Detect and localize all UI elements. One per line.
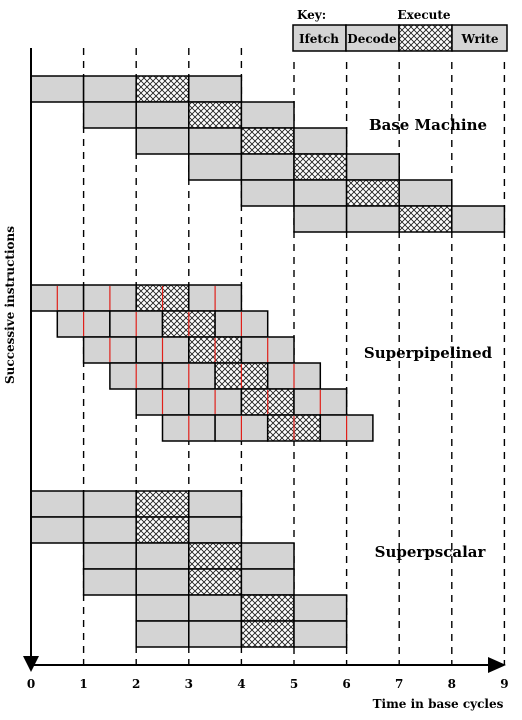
x-tick-label-6: 6 <box>342 677 350 691</box>
stage-execute-s2-i5 <box>240 620 295 648</box>
stage-decode-s2-i0 <box>82 490 137 518</box>
x-axis-arrowhead <box>488 657 506 673</box>
legend-ifetch-label: Ifetch <box>299 32 339 46</box>
section-title-superpipelined: Superpipelined <box>364 344 493 362</box>
stage-ifetch-s2-i5 <box>135 620 190 648</box>
stage-execute-s2-i4 <box>240 594 295 622</box>
stage-execute-s0-i2 <box>240 127 295 155</box>
stage-write-s0-i4 <box>398 179 453 207</box>
x-tick-label-8: 8 <box>448 677 456 691</box>
axes: Successive instructions Time in base cyc… <box>3 48 506 711</box>
stage-write-s2-i5 <box>293 620 348 648</box>
stage-decode-s0-i2 <box>188 127 243 155</box>
stage-execute-s0-i4 <box>345 179 400 207</box>
y-axis-title: Successive instructions <box>3 226 17 384</box>
legend-write-label: Write <box>461 32 499 46</box>
section-title-base-machine: Base Machine <box>369 116 487 134</box>
stage-execute-s0-i0 <box>135 75 190 103</box>
stage-execute-s2-i1 <box>135 516 190 544</box>
x-tick-label-5: 5 <box>290 677 298 691</box>
x-axis-ticks: 0 1 2 3 4 5 6 7 8 9 <box>27 677 509 691</box>
stage-write-s2-i1 <box>188 516 243 544</box>
legend-title: Key: <box>297 8 326 22</box>
stage-write-s2-i2 <box>240 542 295 570</box>
x-tick-label-2: 2 <box>132 677 140 691</box>
x-tick-label-3: 3 <box>185 677 193 691</box>
stage-ifetch-s2-i1 <box>30 516 85 544</box>
legend-execute-swatch <box>398 24 453 52</box>
stage-ifetch-s2-i4 <box>135 594 190 622</box>
legend-decode-label: Decode <box>347 32 397 46</box>
stage-decode-s2-i5 <box>188 620 243 648</box>
stage-ifetch-s0-i5 <box>293 205 348 233</box>
stage-ifetch-s0-i3 <box>188 153 243 181</box>
x-tick-label-0: 0 <box>27 677 35 691</box>
stage-execute-s2-i2 <box>188 542 243 570</box>
stage-decode-s2-i4 <box>188 594 243 622</box>
stage-write-s0-i1 <box>240 101 295 129</box>
stage-write-s0-i0 <box>188 75 243 103</box>
section-title-superscalar: Superpscalar <box>375 543 487 561</box>
stage-decode-s0-i5 <box>345 205 400 233</box>
stage-ifetch-s0-i0 <box>30 75 85 103</box>
x-tick-label-1: 1 <box>79 677 87 691</box>
x-axis-title: Time in base cycles <box>373 697 504 711</box>
stage-execute-s0-i5 <box>398 205 453 233</box>
stage-decode-s0-i4 <box>293 179 348 207</box>
stage-decode-s0-i3 <box>240 153 295 181</box>
stage-write-s2-i0 <box>188 490 243 518</box>
x-tick-label-9: 9 <box>500 677 508 691</box>
stage-ifetch-s0-i1 <box>82 101 137 129</box>
stage-decode-s2-i3 <box>135 568 190 596</box>
stage-decode-s2-i1 <box>82 516 137 544</box>
legend-execute-label: Execute <box>397 8 451 22</box>
stage-ifetch-s2-i0 <box>30 490 85 518</box>
legend: Key: Execute Ifetch Decode Write <box>292 8 508 52</box>
legend-ifetch-swatch <box>292 24 347 52</box>
stage-write-s0-i3 <box>345 153 400 181</box>
pipeline-bars <box>30 75 506 648</box>
legend-write-swatch <box>451 24 508 52</box>
stage-ifetch-s0-i4 <box>240 179 295 207</box>
stage-decode-s0-i0 <box>82 75 137 103</box>
stage-execute-s0-i3 <box>293 153 348 181</box>
stage-write-s2-i3 <box>240 568 295 596</box>
stage-decode-s0-i1 <box>135 101 190 129</box>
stage-execute-s2-i3 <box>188 568 243 596</box>
stage-execute-s0-i1 <box>188 101 243 129</box>
x-tick-label-7: 7 <box>395 677 403 691</box>
stage-execute-s2-i0 <box>135 490 190 518</box>
stage-ifetch-s0-i2 <box>135 127 190 155</box>
stage-ifetch-s2-i3 <box>82 568 137 596</box>
stage-write-s0-i2 <box>293 127 348 155</box>
stage-decode-s2-i2 <box>135 542 190 570</box>
x-tick-label-4: 4 <box>237 677 245 691</box>
stage-ifetch-s2-i2 <box>82 542 137 570</box>
stage-write-s0-i5 <box>451 205 506 233</box>
legend-decode-swatch <box>345 24 400 52</box>
stage-write-s2-i4 <box>293 594 348 622</box>
